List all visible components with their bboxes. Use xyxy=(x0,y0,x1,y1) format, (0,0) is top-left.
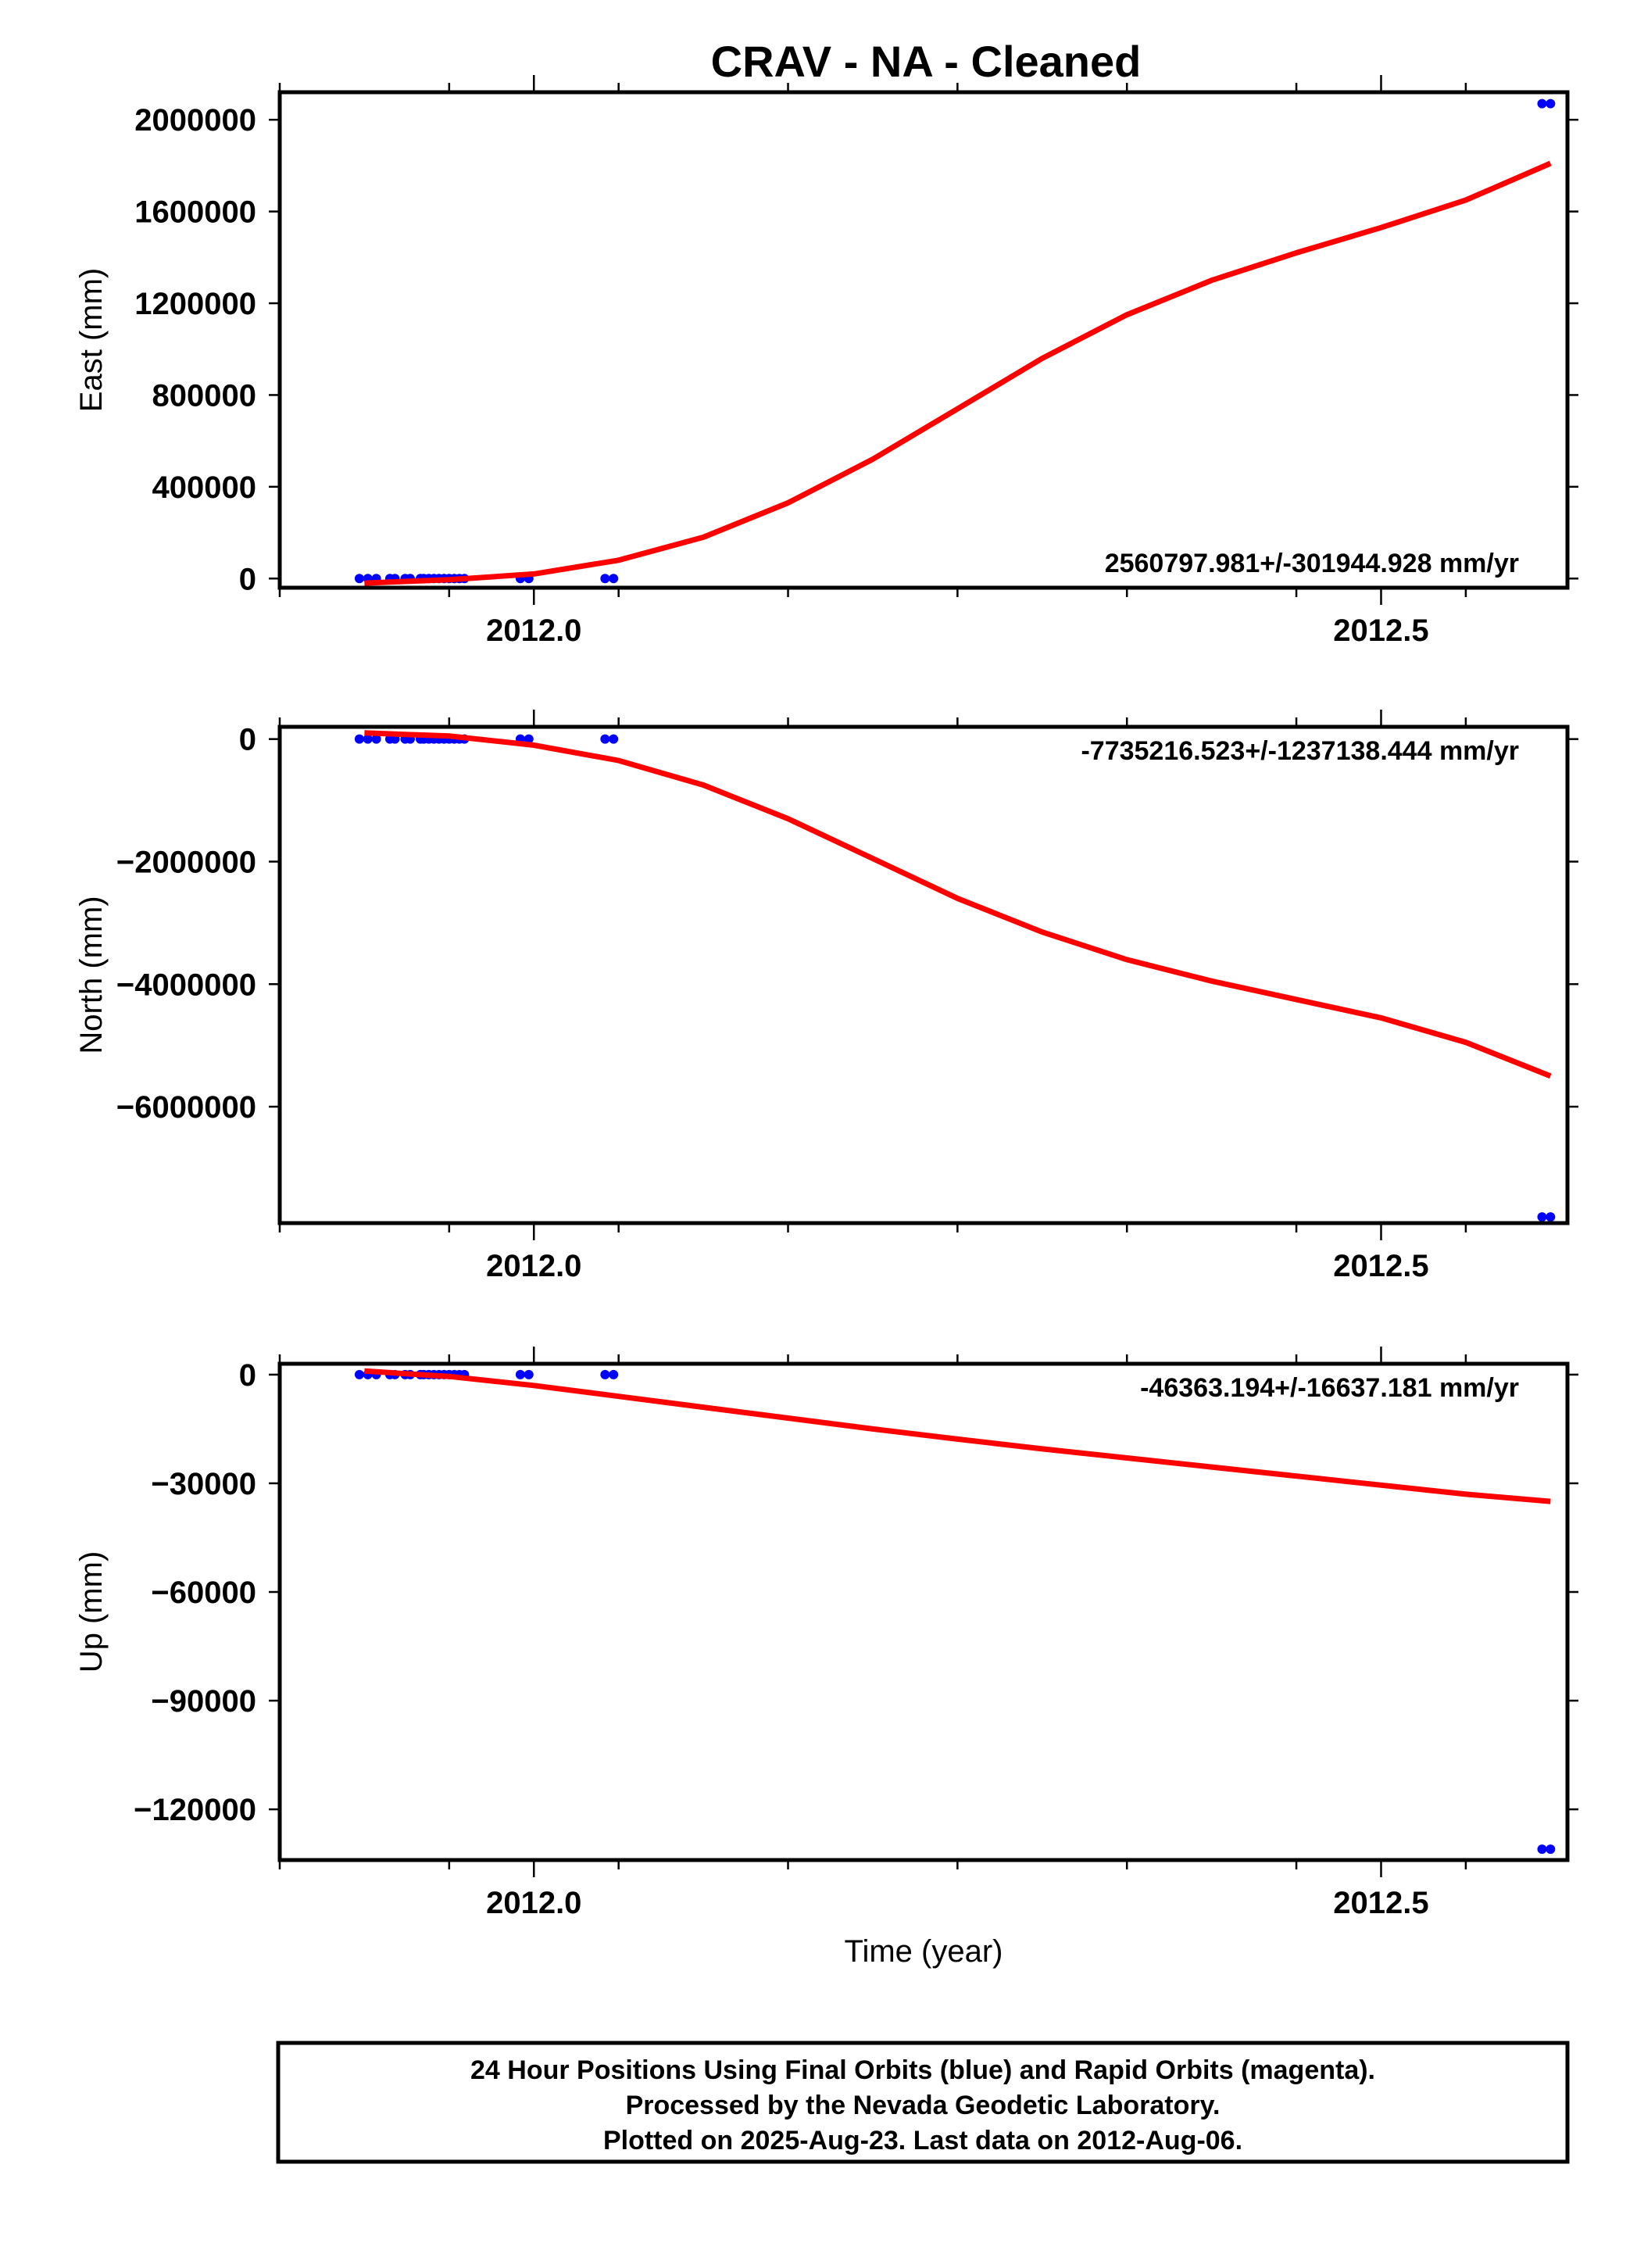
east-frame xyxy=(277,90,1570,590)
north-data-point xyxy=(1546,1212,1556,1222)
east-panel: 0 400000 800000 1200000 1600000 2000000 2012.0… xyxy=(74,75,1578,648)
north-data-point xyxy=(354,734,364,744)
up-data-point xyxy=(609,1369,619,1379)
up-data-point xyxy=(515,1369,525,1379)
north-y-tick-label: 0 xyxy=(239,723,256,757)
north-x-tick-label: 2012.5 xyxy=(1333,1249,1428,1283)
footer-line-3: Plotted on 2025-Aug-23. Last data on 201… xyxy=(603,2126,1242,2155)
up-data-point xyxy=(524,1369,534,1379)
up-x-tick-label: 2012.5 xyxy=(1333,1886,1428,1920)
north-y-tick-label: −4000000 xyxy=(116,968,256,1002)
east-y-tick-label: 400000 xyxy=(152,470,256,505)
east-x-tick-label: 2012.0 xyxy=(486,614,581,648)
footer-line-1: 24 Hour Positions Using Final Orbits (bl… xyxy=(470,2055,1375,2085)
east-data-point xyxy=(354,574,364,584)
up-data-point xyxy=(600,1369,610,1379)
north-rate-label: -7735216.523+/-1237138.444 mm/yr xyxy=(1081,736,1519,766)
east-y-tick-label: 1600000 xyxy=(134,195,256,230)
up-y-tick-label: −90000 xyxy=(151,1684,256,1719)
east-data-point xyxy=(1537,98,1547,109)
footer-frame xyxy=(276,2041,1570,2164)
up-x-tick-label: 2012.0 xyxy=(486,1886,581,1920)
east-rate-label: 2560797.981+/-301944.928 mm/yr xyxy=(1105,549,1519,578)
north-y-tick-label: −2000000 xyxy=(116,845,256,879)
north-data-point xyxy=(371,734,381,744)
up-y-axis-label: Up (mm) xyxy=(74,1551,109,1673)
north-fit-line xyxy=(364,730,1552,1079)
north-data-point xyxy=(600,734,610,744)
east-y-tick-label: 0 xyxy=(239,562,256,596)
north-panel: 0 −2000000 −4000000 −6000000 2012.0 2012.5 -77… xyxy=(74,710,1578,1283)
north-data-point xyxy=(1537,1212,1547,1222)
up-y-tick-label: 0 xyxy=(239,1358,256,1393)
east-y-tick-label: 800000 xyxy=(152,378,256,413)
chart-title: CRAV - NA - Cleaned xyxy=(711,37,1142,86)
east-fit-line xyxy=(364,160,1552,586)
up-fit-line xyxy=(364,1368,1551,1504)
east-data-point xyxy=(609,574,619,584)
east-y-tick-label: 1200000 xyxy=(134,287,256,321)
up-y-tick-label: −120000 xyxy=(134,1793,256,1827)
up-data-point xyxy=(1546,1844,1556,1855)
east-series xyxy=(354,98,1556,586)
east-x-tick-label: 2012.5 xyxy=(1333,614,1428,648)
north-frame xyxy=(277,724,1570,1225)
north-data-point xyxy=(609,734,619,744)
north-y-tick-label: −6000000 xyxy=(116,1090,256,1125)
up-panel: 0 −30000 −60000 −90000 −120000 2012.0 2012.5 -4… xyxy=(74,1347,1578,1969)
up-y-tick-label: −60000 xyxy=(151,1576,256,1610)
east-y-tick-label: 2000000 xyxy=(134,103,256,138)
up-frame xyxy=(277,1361,1570,1862)
footer-box: 24 Hour Positions Using Final Orbits (bl… xyxy=(276,2041,1570,2164)
east-data-point xyxy=(600,574,610,584)
north-x-tick-label: 2012.0 xyxy=(486,1249,581,1283)
up-rate-label: -46363.194+/-16637.181 mm/yr xyxy=(1140,1373,1519,1403)
up-y-tick-label: −30000 xyxy=(151,1467,256,1501)
up-series xyxy=(354,1368,1556,1855)
footer-line-2: Processed by the Nevada Geodetic Laborat… xyxy=(626,2091,1221,2120)
up-data-point xyxy=(1537,1844,1547,1855)
east-y-axis-label: East (mm) xyxy=(74,268,109,412)
east-data-point xyxy=(1546,98,1556,109)
north-data-point xyxy=(363,734,373,744)
panels: 0 400000 800000 1200000 1600000 2000000 2012.0… xyxy=(74,75,1578,1969)
north-y-axis-label: North (mm) xyxy=(74,896,109,1054)
x-axis-label: Time (year) xyxy=(845,1934,1003,1969)
up-data-point xyxy=(354,1369,364,1379)
north-series xyxy=(354,730,1556,1222)
north-data-point xyxy=(524,734,534,744)
